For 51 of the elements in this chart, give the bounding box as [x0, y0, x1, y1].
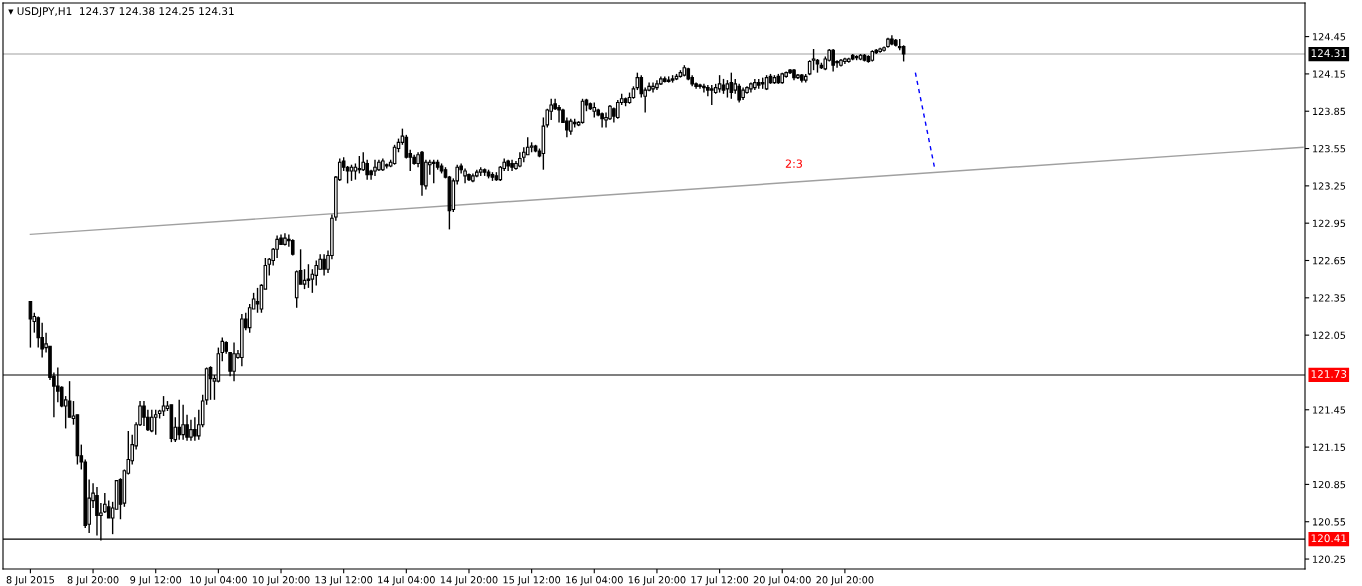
candlestick [95, 486, 99, 537]
x-tick-label: 9 Jul 12:00 [130, 575, 182, 586]
candlestick [302, 268, 307, 290]
candlestick [193, 416, 197, 442]
candlestick [737, 83, 741, 104]
x-tick-label: 15 Jul 12:00 [503, 575, 561, 586]
y-tick-label: 122.35 [1313, 294, 1346, 302]
x-tick-label: 17 Jul 12:00 [691, 575, 749, 586]
candlestick [181, 404, 185, 441]
x-tick-label: 20 Jul 20:00 [816, 575, 874, 586]
candlestick [255, 287, 260, 314]
y-tick-label: 120.25 [1313, 555, 1346, 563]
x-tick-label: 16 Jul 04:00 [566, 575, 623, 586]
ref-line-label: 124.31 [1311, 49, 1347, 58]
x-tick-label: 8 Jul 20:00 [67, 575, 119, 586]
candlestick [431, 159, 436, 185]
y-tick-label: 122.65 [1313, 256, 1346, 265]
y-tick-label: 124.45 [1313, 33, 1346, 41]
ref-line-label: 120.41 [1311, 534, 1347, 543]
annotation: 2:3 [785, 159, 803, 168]
candlestick [177, 399, 182, 441]
x-tick-label: 20 Jul 04:00 [753, 575, 811, 586]
candlestick [189, 419, 193, 442]
y-tick-label: 123.55 [1313, 145, 1346, 153]
x-tick-label: 10 Jul 04:00 [190, 575, 247, 586]
candlestick [831, 48, 835, 73]
x-tick-label: 14 Jul 20:00 [440, 575, 498, 586]
x-tick-label: 14 Jul 04:00 [378, 575, 435, 586]
y-tick-label: 123.25 [1313, 182, 1346, 190]
x-tick-label: 10 Jul 20:00 [252, 575, 310, 586]
ref-line-label: 121.73 [1311, 370, 1347, 378]
y-tick-label: 124.15 [1313, 70, 1346, 78]
x-tick-label: 16 Jul 20:00 [628, 575, 686, 586]
candlestick [651, 81, 655, 94]
candlestick [161, 395, 166, 417]
candlestick [811, 48, 816, 71]
chart-title: ▾ USDJPY,H1 124.37 124.38 124.25 124.31 [8, 7, 234, 17]
y-tick-label: 121.45 [1313, 406, 1346, 414]
candlestick [702, 83, 706, 94]
y-tick-label: 122.95 [1313, 219, 1346, 228]
y-tick-label: 122.05 [1313, 331, 1346, 339]
candlestick [142, 400, 146, 427]
y-tick-label: 123.85 [1313, 107, 1346, 116]
x-tick-label: 8 Jul 2015 [6, 575, 54, 586]
y-tick-label: 120.55 [1313, 518, 1346, 526]
y-tick-label: 121.15 [1313, 443, 1346, 451]
y-tick-label: 120.85 [1313, 480, 1346, 489]
candlestick [322, 253, 326, 277]
x-tick-label: 13 Jul 12:00 [315, 575, 373, 586]
candlestick [373, 159, 377, 177]
candlestick [310, 268, 315, 294]
